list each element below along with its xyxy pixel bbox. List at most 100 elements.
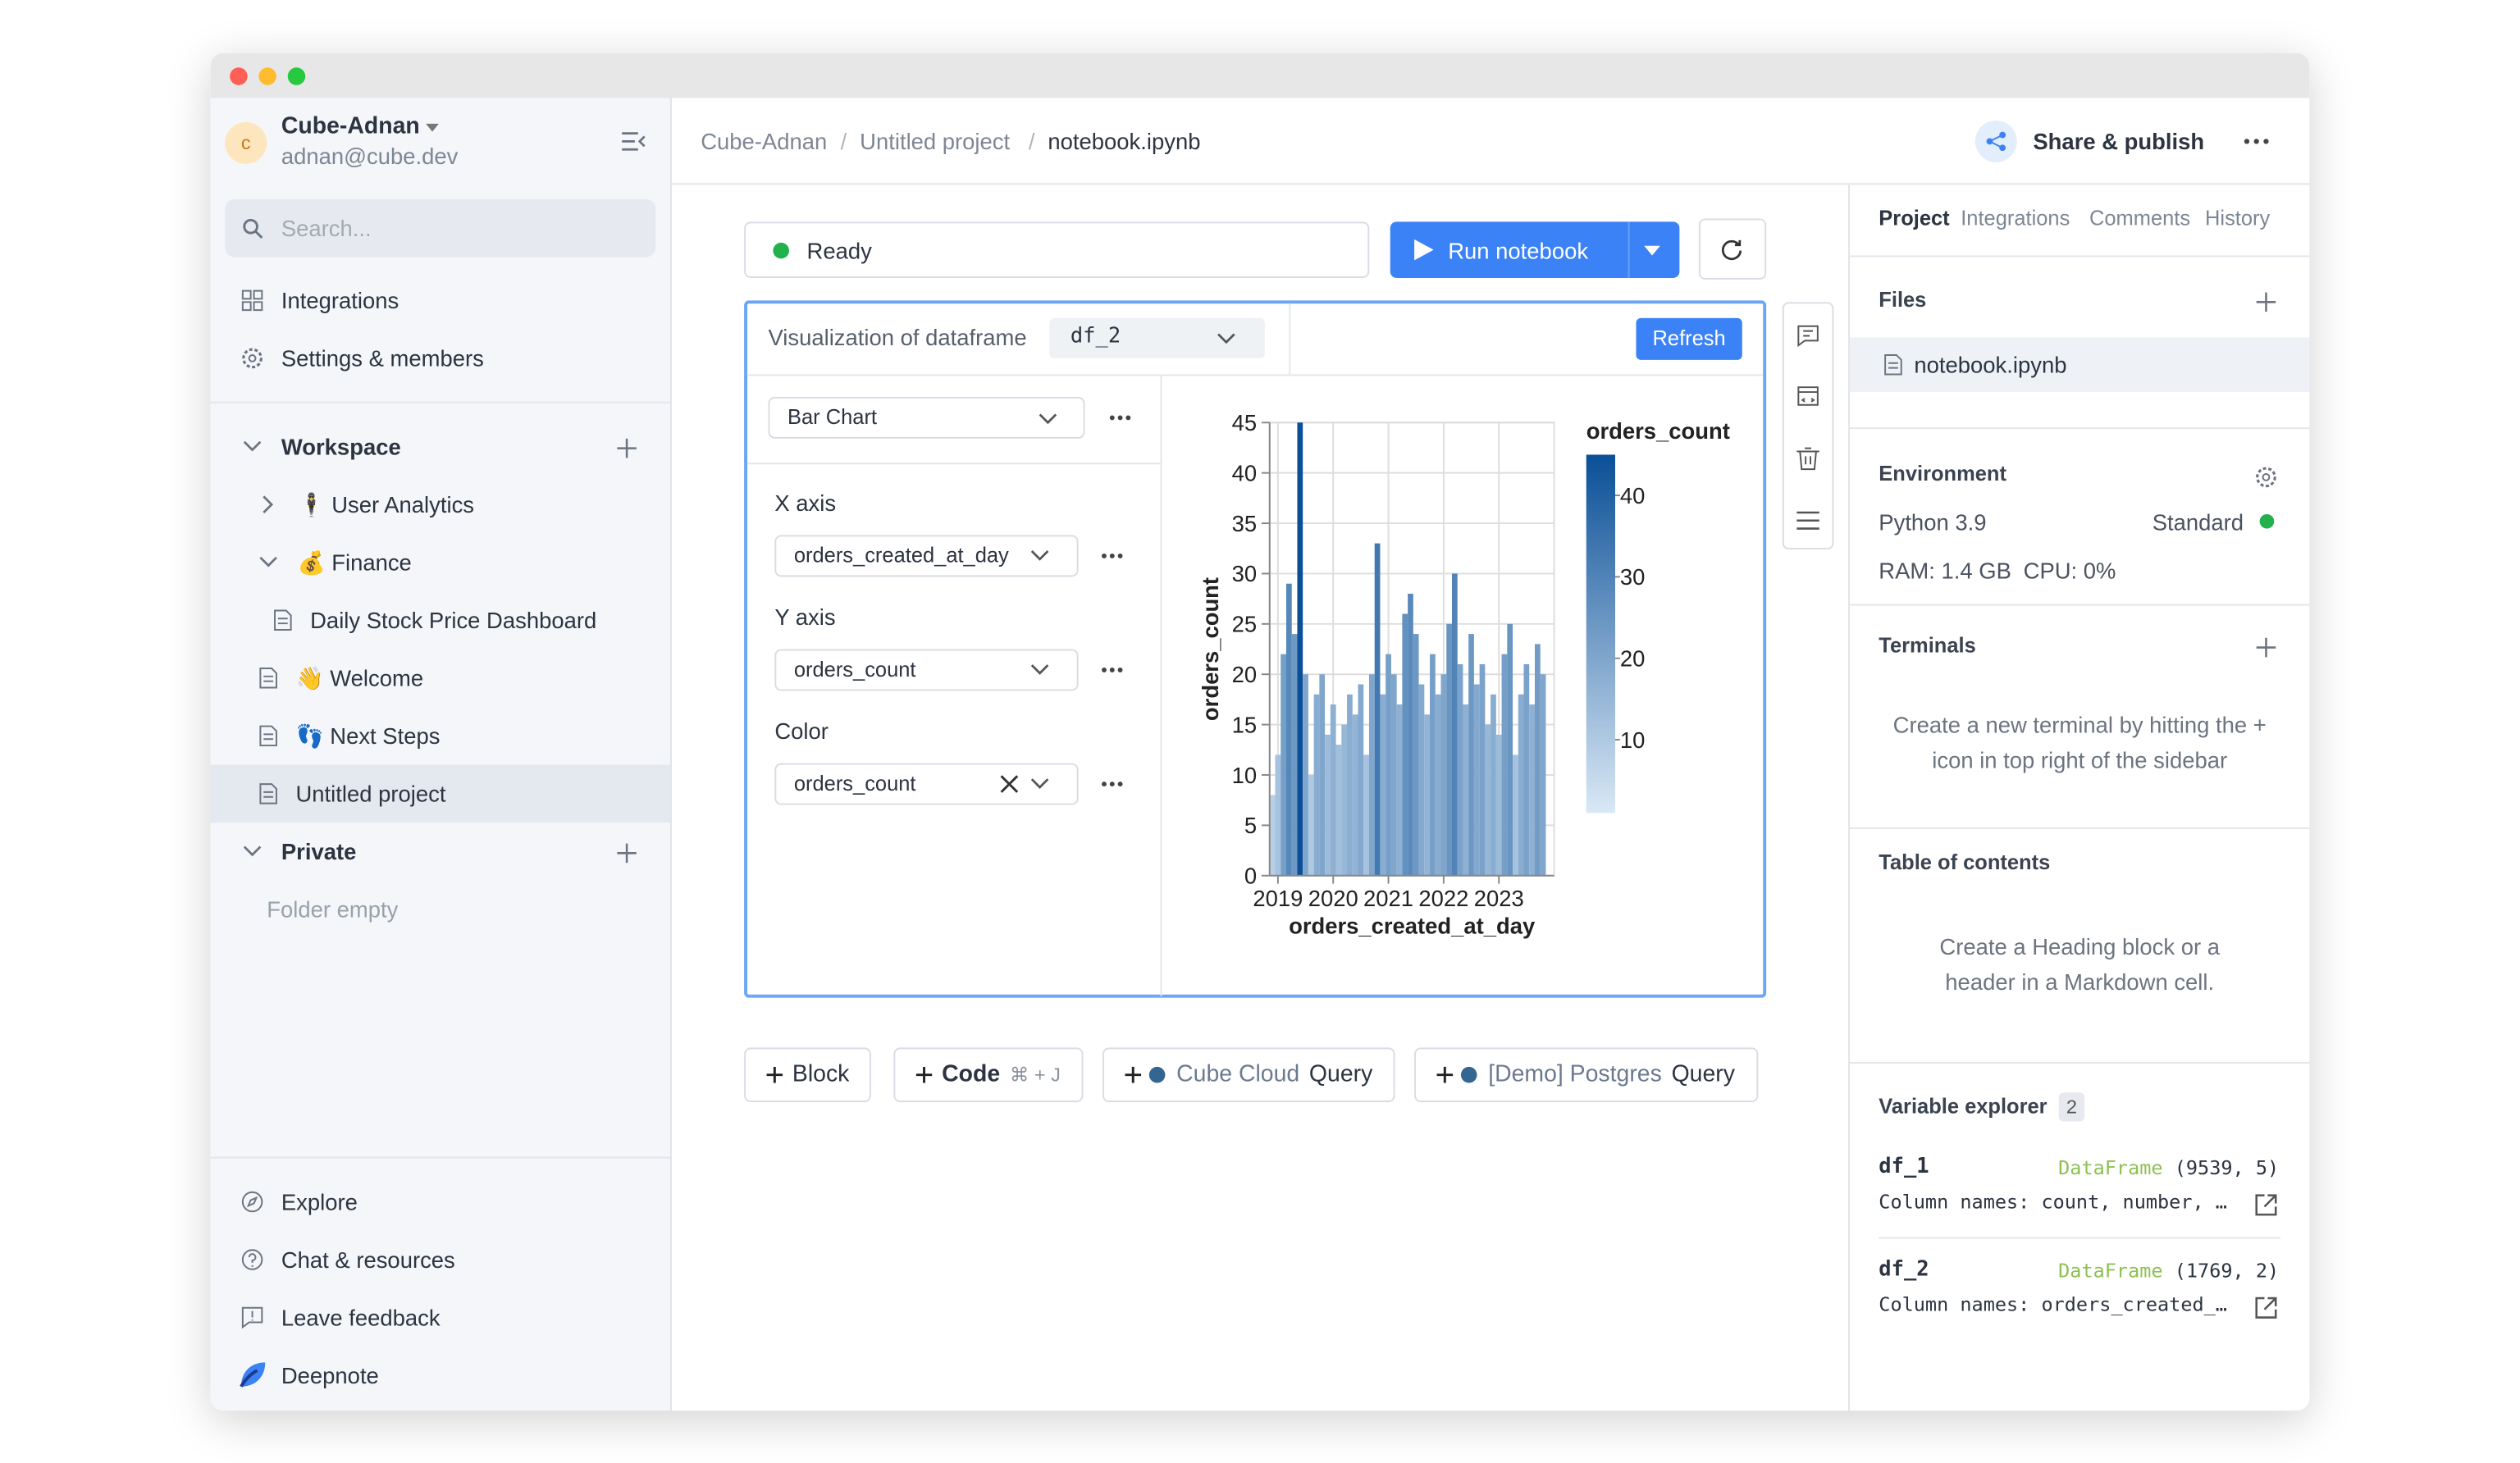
bar (1468, 634, 1474, 876)
nav-item[interactable]: Settings & members (281, 345, 484, 371)
legend-tick-label: 10 (1620, 727, 1645, 753)
variable-name[interactable]: df_1 (1879, 1155, 1929, 1180)
breadcrumb[interactable]: Cube-Adnan (701, 128, 828, 155)
divider (1850, 255, 2310, 258)
run-button[interactable] (1390, 221, 1680, 278)
bar (1491, 694, 1496, 876)
settings-icon[interactable] (2255, 466, 2277, 488)
more-icon[interactable] (1109, 414, 1131, 421)
breadcrumb[interactable]: Untitled project (860, 128, 1011, 155)
section-title[interactable]: Private (281, 838, 357, 865)
y-tick-label: 30 (1232, 561, 1257, 586)
search-box[interactable] (225, 198, 656, 258)
more-icon[interactable] (2244, 138, 2269, 144)
divider (1850, 827, 2310, 829)
run-label[interactable]: Run notebook (1448, 237, 1589, 264)
y-field[interactable]: orders_count (793, 657, 916, 681)
tab-active[interactable]: Project (1879, 205, 1950, 230)
bar (1390, 674, 1397, 876)
button-label[interactable]: Code (942, 1062, 1001, 1088)
share-button[interactable]: Share & publish (2033, 128, 2205, 155)
divider (747, 463, 1161, 465)
tree-item[interactable]: Daily Stock Price Dashboard (310, 607, 597, 633)
footer-item[interactable]: Leave feedback (281, 1304, 441, 1331)
add-code-button[interactable]: Code ⌘ + J (893, 1047, 1084, 1103)
bar (1269, 795, 1276, 876)
selected-file-row[interactable] (1850, 337, 2310, 393)
search-placeholder[interactable]: Search... (281, 215, 372, 241)
collapse-icon[interactable] (622, 132, 646, 152)
button-prefix[interactable]: [Demo] Postgres (1488, 1062, 1662, 1088)
footer-item[interactable]: Deepnote (281, 1362, 379, 1388)
chevron[interactable] (262, 495, 274, 513)
avatar[interactable]: c (225, 121, 267, 164)
tree-item[interactable]: 👣 Next Steps (295, 722, 441, 749)
bar (1408, 593, 1413, 876)
dropdown-icon[interactable] (1644, 245, 1660, 256)
close-dot[interactable] (230, 67, 248, 85)
add-icon[interactable] (2256, 637, 2276, 658)
add-icon[interactable] (2256, 292, 2276, 312)
account-email: adnan@cube.dev (281, 143, 459, 169)
more-icon[interactable] (1101, 781, 1123, 787)
bar (1402, 613, 1408, 876)
color-select[interactable] (774, 763, 1079, 805)
restart-button[interactable] (1698, 218, 1767, 280)
x-tick-label: 2021 (1363, 886, 1413, 911)
chart-type-select[interactable] (768, 396, 1085, 439)
cell-toolbar (1782, 302, 1834, 550)
chevron[interactable] (243, 440, 262, 452)
open-icon[interactable] (2255, 1194, 2277, 1216)
clear-icon[interactable] (1000, 775, 1019, 793)
chevron[interactable] (243, 845, 262, 857)
more-icon[interactable] (1101, 667, 1123, 673)
tab[interactable]: Integrations (1961, 205, 2070, 230)
dataframe-name[interactable]: df_2 (1070, 324, 1121, 349)
chevron (1030, 778, 1049, 789)
button-prefix[interactable]: Cube Cloud (1176, 1062, 1300, 1088)
open-icon[interactable] (2255, 1297, 2277, 1319)
variable-name[interactable]: df_2 (1879, 1258, 1929, 1283)
x-select[interactable] (774, 535, 1079, 577)
right-panel (1848, 185, 2309, 1411)
add-icon[interactable] (617, 438, 637, 458)
file-name[interactable]: notebook.ipynb (1914, 352, 2067, 378)
button-label[interactable]: Block (792, 1062, 850, 1088)
tab[interactable]: History (2205, 205, 2271, 230)
tree-item[interactable]: 👋 Welcome (295, 665, 424, 691)
section-title[interactable]: Workspace (281, 433, 401, 460)
doc-icon (274, 609, 292, 631)
chevron[interactable] (259, 556, 277, 567)
add-cube-query-button[interactable]: Cube Cloud Query (1102, 1047, 1395, 1103)
footer-item[interactable]: Explore (281, 1188, 358, 1215)
zoom-dot[interactable] (287, 67, 306, 85)
bar (1386, 654, 1391, 876)
y-select[interactable] (774, 649, 1079, 691)
divider (1879, 1237, 2281, 1239)
button-label[interactable]: Query (1671, 1062, 1735, 1088)
add-icon[interactable] (617, 843, 637, 864)
minimize-dot[interactable] (258, 67, 276, 85)
tab[interactable]: Comments (2089, 205, 2191, 230)
refresh-button[interactable]: Refresh (1636, 317, 1742, 360)
cell-toolbar-icons[interactable] (1796, 325, 1819, 534)
tree-item[interactable]: 💰 Finance (297, 549, 412, 576)
footer-item[interactable]: Chat & resources (281, 1247, 455, 1273)
bar (1325, 734, 1331, 876)
account-name[interactable]: Cube-Adnan (281, 114, 420, 140)
x-field[interactable]: orders_created_at_day (793, 543, 1009, 567)
tree-item[interactable]: 🕴 User Analytics (297, 491, 475, 517)
add-postgres-query-button[interactable]: [Demo] Postgres Query (1414, 1047, 1758, 1103)
tree-item[interactable]: Untitled project (295, 781, 446, 807)
breadcrumb: notebook.ipynb (1048, 128, 1201, 155)
selected-row[interactable] (210, 764, 670, 823)
ram: RAM: 1.4 GB (1879, 557, 2011, 584)
add-block-button[interactable]: Block (744, 1047, 872, 1103)
more-icon[interactable] (1101, 553, 1123, 559)
title-bar (210, 52, 2310, 98)
button-label[interactable]: Query (1308, 1062, 1373, 1088)
color-field[interactable]: orders_count (793, 771, 916, 795)
bar (1507, 623, 1513, 876)
nav-item[interactable]: Integrations (281, 287, 399, 314)
chart-type[interactable]: Bar Chart (788, 404, 878, 430)
